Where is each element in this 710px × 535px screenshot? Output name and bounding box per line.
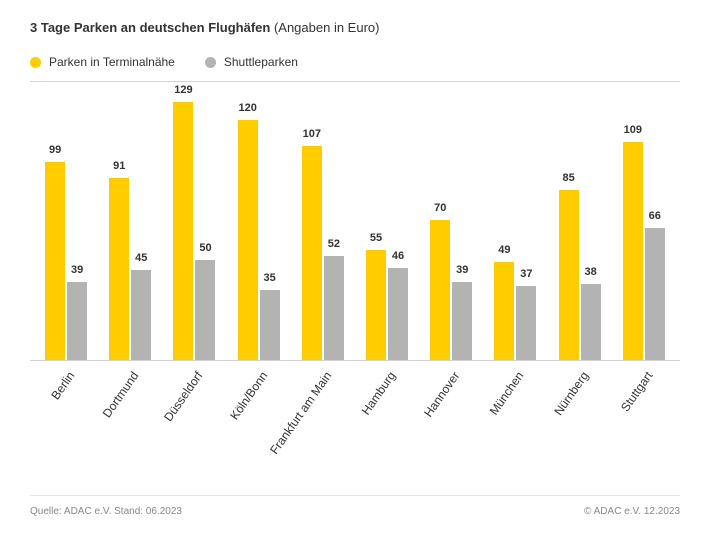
bar-terminal: 49	[494, 262, 514, 360]
chart-plot-area: 9939914512950120351075255467039493785381…	[30, 81, 680, 361]
chart-title-bold: 3 Tage Parken an deutschen Flughäfen	[30, 20, 270, 35]
chart-title-light: (Angaben in Euro)	[274, 20, 380, 35]
footer: Quelle: ADAC e.V. Stand: 06.2023 © ADAC …	[30, 495, 680, 517]
bar-terminal: 55	[366, 250, 386, 360]
bar-terminal: 70	[430, 220, 450, 360]
bar-group: 10966	[623, 82, 665, 360]
bar-shuttle: 52	[324, 256, 344, 360]
legend-item-shuttle: Shuttleparken	[205, 55, 298, 69]
bar-value-label: 91	[113, 160, 125, 172]
legend-label-shuttle: Shuttleparken	[224, 55, 298, 69]
bar-terminal: 99	[45, 162, 65, 360]
bar-shuttle: 35	[260, 290, 280, 360]
bar-terminal: 120	[238, 120, 258, 360]
bar-group: 8538	[559, 82, 601, 360]
legend-item-terminal: Parken in Terminalnähe	[30, 55, 175, 69]
x-axis-label: Berlin	[45, 369, 87, 469]
x-axis-label: Dortmund	[109, 369, 151, 469]
bar-value-label: 120	[238, 102, 256, 114]
bar-value-label: 39	[456, 264, 468, 276]
bar-value-label: 55	[370, 232, 382, 244]
legend-swatch-terminal	[30, 57, 41, 68]
x-axis-label: Stuttgart	[623, 369, 665, 469]
x-axis-label: Hannover	[430, 369, 472, 469]
bar-terminal: 107	[302, 146, 322, 360]
bar-value-label: 52	[328, 238, 340, 250]
bar-value-label: 109	[624, 124, 642, 136]
bar-group: 9939	[45, 82, 87, 360]
bar-shuttle: 66	[645, 228, 665, 360]
legend-label-terminal: Parken in Terminalnähe	[49, 55, 175, 69]
x-axis-label: Düsseldorf	[173, 369, 215, 469]
chart-title: 3 Tage Parken an deutschen Flughäfen (An…	[30, 20, 680, 35]
bar-terminal: 129	[173, 102, 193, 360]
bar-value-label: 107	[303, 128, 321, 140]
bar-value-label: 38	[584, 266, 596, 278]
bar-group: 12035	[238, 82, 280, 360]
bar-value-label: 45	[135, 252, 147, 264]
x-axis-label: München	[494, 369, 536, 469]
legend-swatch-shuttle	[205, 57, 216, 68]
x-axis-label: Frankfurt am Main	[302, 369, 344, 469]
bar-shuttle: 45	[131, 270, 151, 360]
footer-copyright: © ADAC e.V. 12.2023	[584, 506, 680, 517]
bar-terminal: 91	[109, 178, 129, 360]
footer-source: Quelle: ADAC e.V. Stand: 06.2023	[30, 506, 182, 517]
bar-shuttle: 37	[516, 286, 536, 360]
bar-value-label: 46	[392, 250, 404, 262]
bar-group: 4937	[494, 82, 536, 360]
bar-value-label: 129	[174, 84, 192, 96]
bar-value-label: 66	[649, 210, 661, 222]
bar-shuttle: 50	[195, 260, 215, 360]
bar-shuttle: 39	[67, 282, 87, 360]
x-axis-label: Hamburg	[366, 369, 408, 469]
bar-group: 5546	[366, 82, 408, 360]
bar-value-label: 99	[49, 144, 61, 156]
x-axis-label: Nürnberg	[559, 369, 601, 469]
bar-group: 9145	[109, 82, 151, 360]
bar-shuttle: 38	[581, 284, 601, 360]
bar-value-label: 35	[264, 272, 276, 284]
bar-terminal: 109	[623, 142, 643, 360]
bar-value-label: 37	[520, 268, 532, 280]
bar-value-label: 85	[562, 172, 574, 184]
legend: Parken in Terminalnähe Shuttleparken	[30, 55, 680, 69]
bar-shuttle: 46	[388, 268, 408, 360]
bar-group: 12950	[173, 82, 215, 360]
bar-value-label: 50	[199, 242, 211, 254]
bar-value-label: 70	[434, 202, 446, 214]
bar-group: 7039	[430, 82, 472, 360]
bar-terminal: 85	[559, 190, 579, 360]
bar-group: 10752	[302, 82, 344, 360]
bar-value-label: 39	[71, 264, 83, 276]
x-axis-label: Köln/Bonn	[238, 369, 280, 469]
bar-shuttle: 39	[452, 282, 472, 360]
bar-value-label: 49	[498, 244, 510, 256]
x-axis-labels: Berlin Dortmund Düsseldorf Köln/Bonn Frankfu…	[30, 369, 680, 469]
